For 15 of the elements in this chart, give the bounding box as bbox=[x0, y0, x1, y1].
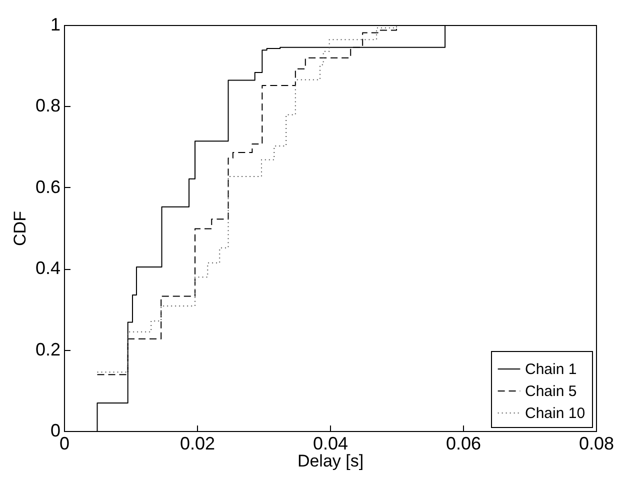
y-tick-label: 0.8 bbox=[35, 96, 60, 116]
x-tick-label: 0.02 bbox=[180, 434, 216, 454]
y-tick-label: 1 bbox=[50, 14, 60, 34]
y-tick-label: 0 bbox=[50, 420, 60, 440]
y-tick-label: 0.6 bbox=[35, 176, 60, 197]
legend-label: Chain 10 bbox=[525, 405, 586, 422]
y-tick-label: 0.2 bbox=[35, 339, 60, 360]
x-tick-label: 0.08 bbox=[578, 434, 614, 454]
x-tick-label: 0.04 bbox=[312, 434, 348, 454]
y-axis-title: CDF bbox=[10, 211, 30, 246]
legend-label: Chain 1 bbox=[525, 361, 577, 378]
x-tick-label: 0.06 bbox=[446, 434, 482, 454]
y-tick-label: 0.4 bbox=[35, 258, 60, 278]
legend-label: Chain 5 bbox=[525, 383, 577, 400]
x-axis-title: Delay [s] bbox=[297, 452, 364, 470]
